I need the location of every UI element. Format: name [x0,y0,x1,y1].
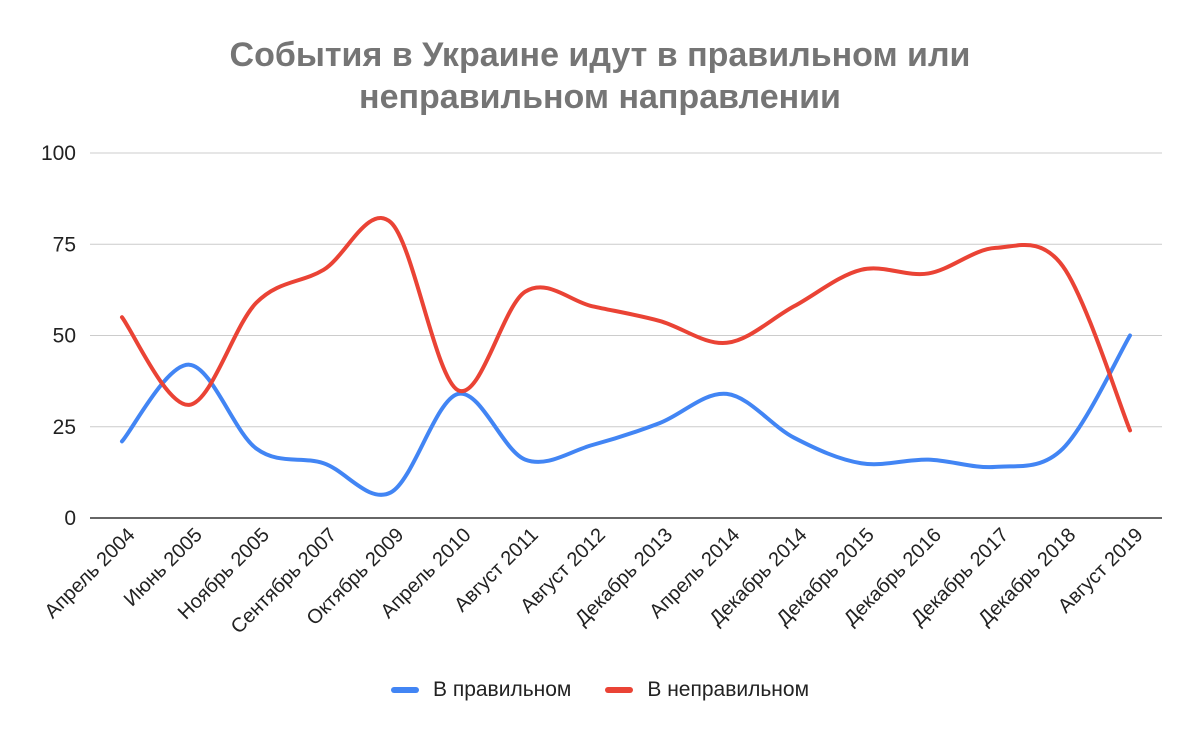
data-point-right [322,461,326,465]
data-point-wrong [994,246,998,250]
x-tick-label: Апрель 2004 [41,524,140,623]
data-point-wrong [1061,264,1065,268]
data-point-wrong [859,268,863,272]
series-line-wrong [120,216,1132,433]
data-point-wrong [725,341,729,345]
chart-title-line-1: События в Украине идут в правильном или [229,36,971,74]
data-point-right [658,421,662,425]
legend-label-right: В правильном [432,678,572,701]
data-point-right [725,392,729,396]
legend-label-wrong: В неправильном [647,678,810,701]
y-tick-label-75: 75 [53,233,76,256]
data-point-wrong [120,315,124,319]
legend-item-right: В правильном [390,678,572,702]
data-point-right [926,458,930,462]
data-point-right [523,458,527,462]
data-point-right [590,443,594,447]
series-line-right [120,333,1132,497]
data-point-wrong [523,290,527,294]
data-point-right [859,461,863,465]
data-point-wrong [792,304,796,308]
y-tick-label-100: 100 [41,142,76,165]
data-point-right [254,447,258,451]
data-point-wrong [322,268,326,272]
y-tick-label-25: 25 [53,416,76,439]
data-point-wrong [456,388,460,392]
data-point-right [389,490,393,494]
data-point-wrong [926,271,930,275]
data-point-wrong [389,220,393,224]
data-point-right [120,439,124,443]
chart-title-line-2: неправильном направлении [359,78,841,116]
data-point-right [994,465,998,469]
legend-swatch-right [390,687,419,693]
y-tick-label-0: 0 [64,507,76,530]
data-point-right [187,363,191,367]
data-point-right [1061,447,1065,451]
chart-legend: В правильном В неправильном [0,678,1200,702]
data-point-wrong [590,304,594,308]
data-point-wrong [658,319,662,323]
data-point-wrong [1128,428,1132,432]
y-tick-label-50: 50 [53,325,76,348]
data-point-wrong [254,301,258,305]
data-point-wrong [187,403,191,407]
legend-swatch-wrong [605,687,634,693]
legend-item-wrong: В неправильном [605,678,809,702]
data-point-right [792,436,796,440]
data-point-right [1128,334,1132,338]
